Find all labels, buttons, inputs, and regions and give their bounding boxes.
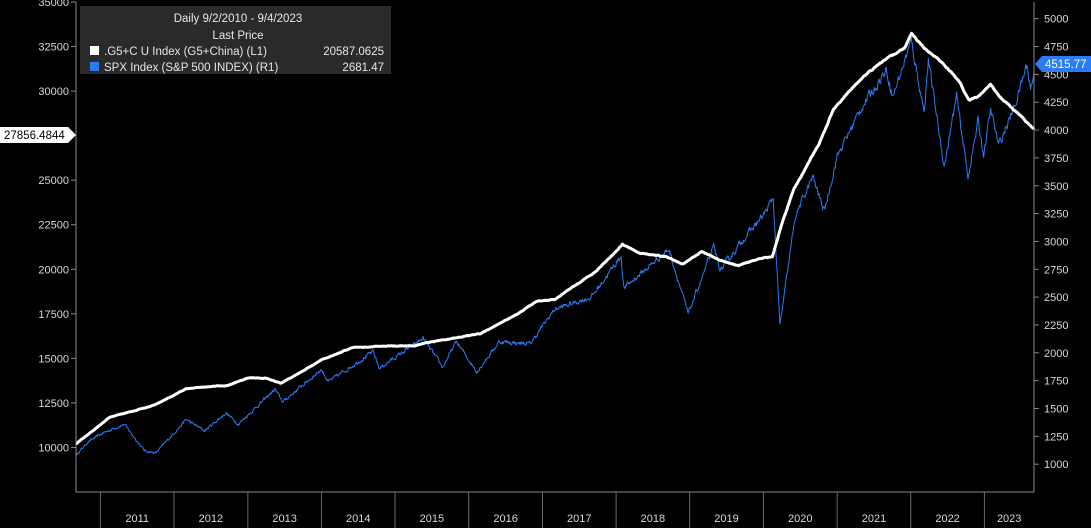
left-tick-label: 32500 bbox=[38, 42, 69, 54]
left-tick-label: 20000 bbox=[38, 264, 69, 276]
left-tick-label: 25000 bbox=[38, 175, 69, 187]
x-tick-label: 2023 bbox=[997, 513, 1021, 525]
right-tick-label: 3000 bbox=[1044, 236, 1068, 248]
right-tick-label: 1500 bbox=[1044, 403, 1068, 415]
series-layer bbox=[75, 31, 1036, 457]
right-tick-label: 4000 bbox=[1044, 125, 1068, 137]
chart-title: Daily 9/2/2010 - 9/4/2023 bbox=[174, 13, 303, 25]
legend-value-spx: 2681.47 bbox=[342, 62, 384, 74]
right-tick-label: 2000 bbox=[1044, 348, 1068, 360]
right-tick-label: 3500 bbox=[1044, 181, 1068, 193]
chart-subtitle: Last Price bbox=[212, 30, 263, 42]
left-last-value-tag: 27856.4844 bbox=[0, 127, 76, 143]
right-tick-label: 3250 bbox=[1044, 209, 1068, 221]
legend-label-g5: .G5+C U Index (G5+China) (L1) bbox=[104, 46, 267, 58]
x-tick-label: 2018 bbox=[641, 513, 665, 525]
right-tick-label: 2500 bbox=[1044, 292, 1068, 304]
left-tick-label: 10000 bbox=[38, 442, 69, 454]
x-tick-label: 2014 bbox=[346, 513, 370, 525]
x-tick-label: 2017 bbox=[567, 513, 591, 525]
legend-swatch-g5 bbox=[90, 46, 99, 55]
right-tick-label: 2750 bbox=[1044, 264, 1068, 276]
legend: Daily 9/2/2010 - 9/4/2023 Last Price .G5… bbox=[80, 6, 391, 74]
right-tick-label: 4250 bbox=[1044, 97, 1068, 109]
x-tick-label: 2020 bbox=[788, 513, 812, 525]
x-tick-label: 2015 bbox=[420, 513, 444, 525]
left-tag-shape bbox=[0, 127, 76, 143]
legend-background bbox=[80, 6, 391, 74]
right-tick-label: 3750 bbox=[1044, 153, 1068, 165]
right-tag-shape bbox=[1035, 56, 1091, 72]
x-tick-label: 2012 bbox=[199, 513, 223, 525]
left-tick-label: 22500 bbox=[38, 220, 69, 232]
x-tick-label: 2013 bbox=[272, 513, 296, 525]
right-tick-label: 1250 bbox=[1044, 431, 1068, 443]
right-tick-label: 4750 bbox=[1044, 42, 1068, 54]
left-tick-label: 17500 bbox=[38, 309, 69, 321]
left-tick-label: 30000 bbox=[38, 86, 69, 98]
series-line bbox=[75, 35, 1035, 457]
x-tick-label: 2022 bbox=[935, 513, 959, 525]
left-tick-label: 35000 bbox=[38, 0, 69, 9]
left-last-value: 27856.4844 bbox=[4, 130, 65, 142]
right-tick-label: 4500 bbox=[1044, 69, 1068, 81]
left-tick-label: 12500 bbox=[38, 398, 69, 410]
right-tick-label: 2250 bbox=[1044, 320, 1068, 332]
x-tick-label: 2019 bbox=[714, 513, 738, 525]
x-tick-label: 2021 bbox=[862, 513, 886, 525]
series-line bbox=[75, 31, 1036, 446]
right-tick-label: 5000 bbox=[1044, 14, 1068, 26]
right-last-value-tag: 4515.77 bbox=[1035, 56, 1091, 72]
right-tick-label: 1000 bbox=[1044, 459, 1068, 471]
x-tick-label: 2011 bbox=[125, 513, 149, 525]
left-tick-label: 15000 bbox=[38, 353, 69, 365]
legend-value-g5: 20587.0625 bbox=[323, 46, 384, 58]
x-tick-label: 2016 bbox=[493, 513, 517, 525]
right-tick-label: 1750 bbox=[1044, 376, 1068, 388]
legend-label-spx: SPX Index (S&P 500 INDEX) (R1) bbox=[104, 62, 278, 74]
legend-swatch-spx bbox=[90, 62, 99, 71]
right-last-value: 4515.77 bbox=[1045, 59, 1087, 71]
axes: 1000012500150001750020000225002500027500… bbox=[38, 0, 1068, 528]
